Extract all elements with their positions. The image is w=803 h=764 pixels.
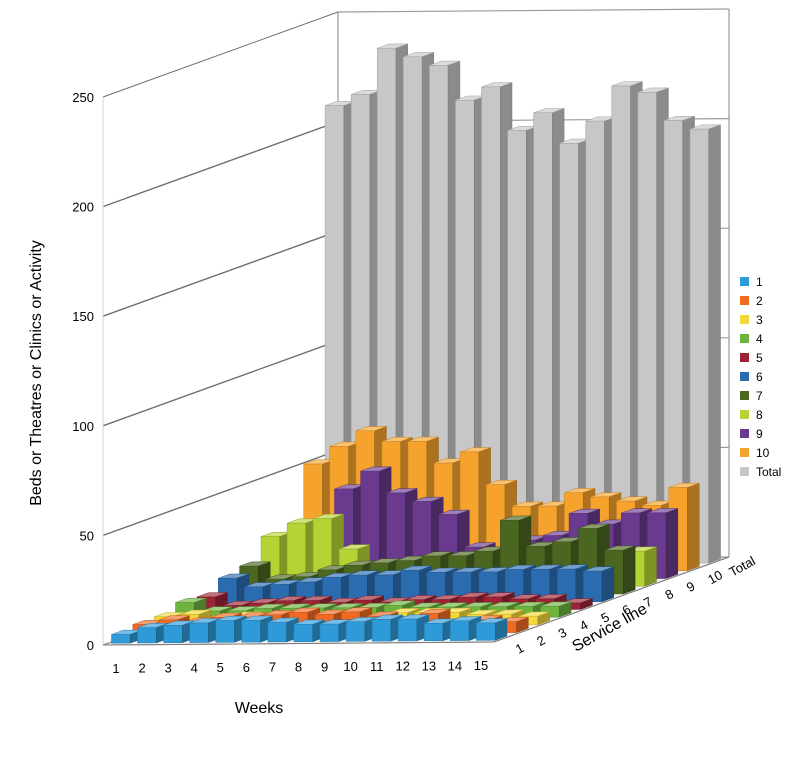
legend-item-8: 8: [740, 408, 763, 422]
legend-item-9: 9: [740, 427, 763, 441]
legend-label: 10: [756, 446, 770, 460]
x-tick-label: 8: [295, 660, 302, 675]
legend-swatch: [740, 391, 749, 400]
y-tick-label: 0: [87, 638, 94, 653]
legend-swatch: [740, 448, 749, 457]
depth-tick-label: 9: [684, 578, 698, 595]
x-tick-label: 15: [474, 658, 488, 673]
x-tick-label: 5: [217, 660, 224, 675]
legend: 1 2 3 4 5 6 7 8 9 10 Total: [740, 275, 781, 479]
legend-label: 5: [756, 351, 763, 365]
legend-item-4: 4: [740, 332, 763, 346]
bar-series-6-week-13: [530, 564, 562, 603]
gridline-left: [102, 120, 339, 208]
legend-swatch: [740, 410, 749, 419]
gridline-left: [102, 230, 339, 317]
legend-label: 6: [756, 370, 763, 384]
gridline-back: [337, 8, 730, 13]
legend-item-6: 6: [740, 370, 763, 384]
x-tick-label: 12: [396, 659, 410, 674]
legend-item-5: 5: [740, 351, 763, 365]
legend-swatch: [740, 334, 749, 343]
bar-series-Total-week-9: [533, 108, 565, 565]
x-tick-label: 7: [269, 660, 276, 675]
gridline-left: [102, 340, 339, 427]
x-axis-title: Weeks: [235, 700, 284, 717]
legend-swatch: [740, 467, 749, 476]
x-tick-label: 13: [422, 659, 436, 674]
legend-item-Total: Total: [740, 465, 781, 479]
x-tick-label: 1: [112, 661, 119, 676]
y-tick-label: 150: [72, 309, 94, 324]
y-axis-title: Beds or Theatres or Clinics or Activity: [28, 240, 45, 506]
x-tick-label: 11: [370, 659, 384, 674]
gridline-left: [102, 449, 339, 537]
legend-item-10: 10: [740, 446, 770, 460]
bar-series-6-week-15: [582, 566, 614, 603]
depth-tick-label: 3: [556, 625, 570, 642]
legend-item-1: 1: [740, 275, 763, 289]
x-tick-label: 9: [321, 659, 328, 674]
legend-swatch: [740, 353, 749, 362]
y-tick-label: 50: [80, 528, 94, 543]
bar-series-Total-week-15: [689, 124, 721, 564]
depth-tick-label: Total: [727, 553, 758, 579]
legend-label: 8: [756, 408, 763, 422]
legend-swatch: [740, 315, 749, 324]
x-tick-label: 6: [243, 660, 250, 675]
y-tick-label: 100: [72, 419, 94, 434]
legend-label: 2: [756, 294, 763, 308]
legend-item-2: 2: [740, 294, 763, 308]
x-tick-label: 2: [138, 661, 145, 676]
bar-series-1-week-15: [476, 618, 508, 641]
gridline-left: [102, 11, 339, 98]
legend-label: 7: [756, 389, 763, 403]
legend-label: 4: [756, 332, 763, 346]
legend-label: 3: [756, 313, 763, 327]
legend-swatch: [740, 372, 749, 381]
legend-label: Total: [756, 465, 781, 479]
depth-tick-label: 8: [662, 586, 676, 603]
legend-item-7: 7: [740, 389, 763, 403]
chart-bars: [111, 43, 721, 644]
depth-tick-label: 10: [705, 567, 725, 587]
left-wall: [103, 12, 338, 645]
x-tick-label: 14: [448, 658, 462, 673]
legend-swatch: [740, 429, 749, 438]
legend-item-3: 3: [740, 313, 763, 327]
x-tick-label: 4: [191, 660, 198, 675]
legend-label: 1: [756, 275, 763, 289]
legend-swatch: [740, 296, 749, 305]
legend-swatch: [740, 277, 749, 286]
depth-tick-label: 1: [513, 640, 527, 657]
bar-series-6-week-1: [218, 573, 250, 605]
x-tick-label: 10: [343, 659, 357, 674]
depth-tick-label: 2: [534, 632, 548, 649]
x-tick-label: 3: [165, 661, 172, 676]
legend-label: 9: [756, 427, 763, 441]
y-tick-label: 200: [72, 200, 94, 215]
y-tick-label: 250: [72, 90, 94, 105]
